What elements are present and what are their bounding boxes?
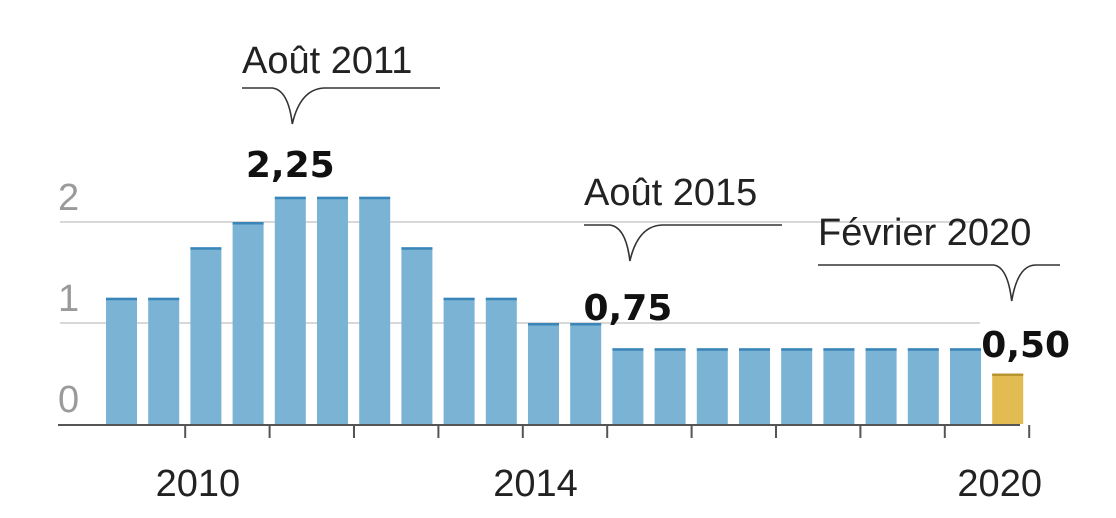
bar xyxy=(232,222,264,424)
data-value-label: 0,75 xyxy=(583,288,672,329)
annotation-label: Août 2011 xyxy=(242,40,412,82)
data-value-label: 2,25 xyxy=(246,145,335,186)
bar xyxy=(696,348,728,424)
data-value-label: 0,50 xyxy=(981,325,1070,366)
bar xyxy=(359,196,391,424)
bar xyxy=(865,348,897,424)
bar xyxy=(401,247,433,424)
bar-cap xyxy=(359,196,391,200)
annotation-pointer xyxy=(242,87,440,125)
bar-cap xyxy=(654,348,686,351)
bar xyxy=(443,297,475,424)
bar xyxy=(612,348,644,424)
bar-cap xyxy=(865,348,897,351)
bar xyxy=(823,348,855,424)
bar-cap xyxy=(570,323,602,326)
bar-cap xyxy=(190,247,222,250)
bar-cap xyxy=(612,348,644,351)
axis-layer xyxy=(58,424,1031,438)
bar xyxy=(148,297,180,424)
bar xyxy=(528,323,559,424)
bar xyxy=(274,196,306,424)
bar-cap xyxy=(443,297,475,301)
x-tick-label: 2020 xyxy=(957,463,1042,505)
bar-cap xyxy=(317,196,348,200)
bar xyxy=(570,323,602,424)
bar-cap xyxy=(232,222,264,225)
bar-cap xyxy=(401,247,433,250)
bar xyxy=(907,348,939,424)
bar-layer xyxy=(106,196,1024,424)
bar-cap xyxy=(696,348,728,351)
y-tick-label: 0 xyxy=(58,379,79,421)
bar-cap xyxy=(485,297,517,301)
annotation-label: Février 2020 xyxy=(818,212,1031,254)
x-tick-label: 2014 xyxy=(493,463,578,505)
x-tick-label: 2010 xyxy=(156,463,241,505)
bar xyxy=(739,348,770,424)
bar xyxy=(950,348,981,424)
bar-cap xyxy=(823,348,855,351)
y-tick-label: 1 xyxy=(58,278,79,320)
annotation-pointer xyxy=(818,264,1060,302)
y-tick-label: 2 xyxy=(58,177,79,219)
bar-cap xyxy=(739,348,770,351)
bar xyxy=(654,348,686,424)
bar xyxy=(106,297,137,424)
bar-cap xyxy=(992,373,1024,376)
bar-cap xyxy=(274,196,306,200)
annotation-layer: Août 2011 2,25 Août 2015 0,75 Février 2020 0,… xyxy=(242,40,1070,366)
bar xyxy=(485,297,517,424)
bar-cap xyxy=(907,348,939,351)
annotation-label: Août 2015 xyxy=(584,172,757,214)
bar-cap xyxy=(148,297,180,301)
bar-cap xyxy=(781,348,813,351)
bar-cap xyxy=(106,297,137,301)
annotation-pointer xyxy=(584,224,782,262)
bar-cap xyxy=(528,323,559,326)
label-layer: 0 1 2 2010 2014 2020 xyxy=(58,177,1042,505)
bar xyxy=(781,348,813,424)
bar xyxy=(317,196,348,424)
bar xyxy=(190,247,222,424)
bar-highlight xyxy=(992,373,1024,424)
bar-cap xyxy=(950,348,981,351)
